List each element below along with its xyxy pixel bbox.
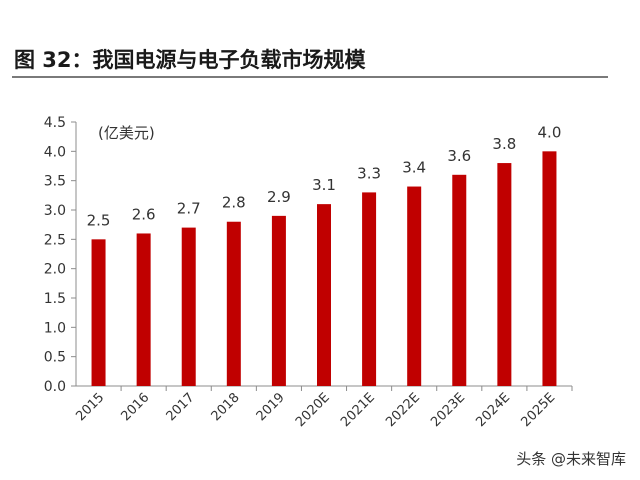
value-label: 3.3 — [357, 164, 381, 182]
x-tick-label: 2020E — [293, 390, 333, 430]
x-tick-label: 2023E — [428, 390, 468, 430]
figure-title: 图 32：我国电源与电子负载市场规模 — [14, 48, 366, 72]
x-axis-ticks: 2015 2016 2017 2018 2019 2020E 2021E 2022E 2023E… — [73, 386, 573, 430]
bar — [91, 239, 106, 386]
value-label: 2.9 — [267, 188, 291, 206]
bar — [317, 204, 331, 386]
value-label: 3.1 — [312, 176, 336, 194]
value-label: 2.6 — [132, 205, 156, 223]
y-tick-label: 2.0 — [44, 262, 66, 278]
x-tick-label: 2016 — [118, 390, 152, 424]
value-label: 3.8 — [492, 135, 516, 153]
x-tick-label: 2022E — [383, 390, 423, 430]
x-tick-label: 2015 — [73, 390, 107, 424]
value-label: 3.4 — [402, 159, 426, 177]
y-tick-label: 0.5 — [44, 350, 66, 366]
x-tick-label: 2019 — [254, 390, 288, 424]
value-label: 3.6 — [447, 147, 471, 165]
bar — [362, 192, 377, 386]
value-label: 4.0 — [538, 123, 562, 141]
bar — [407, 186, 422, 386]
value-label: 2.8 — [222, 194, 246, 212]
value-label: 2.5 — [87, 211, 111, 229]
value-label: 2.7 — [177, 200, 201, 218]
x-tick-label: 2018 — [209, 390, 243, 424]
bar — [497, 163, 512, 386]
y-tick-label: 1.0 — [44, 320, 66, 336]
x-tick-label: 2021E — [338, 390, 378, 430]
bar — [271, 215, 286, 386]
y-tick-label: 4.0 — [44, 144, 66, 160]
bars — [91, 151, 557, 386]
bar — [452, 174, 467, 386]
y-tick-label: 4.5 — [44, 115, 66, 131]
y-tick-label: 3.0 — [44, 203, 66, 219]
title-divider — [12, 76, 608, 78]
y-tick-label: 3.5 — [44, 174, 66, 190]
y-axis-ticks: 0.0 0.5 1.0 1.5 2.0 2.5 3.0 3.5 4.0 4.5 — [44, 115, 76, 395]
y-tick-label: 2.5 — [44, 232, 66, 248]
x-tick-label: 2024E — [473, 390, 513, 430]
value-labels: 2.5 2.6 2.7 2.8 2.9 3.1 3.3 3.4 3.6 3.8 4.0 — [87, 123, 562, 229]
y-tick-label: 1.5 — [44, 291, 66, 307]
watermark-text: 头条 @未来智库 — [516, 450, 626, 468]
bar — [542, 151, 557, 386]
x-tick-label: 2017 — [164, 390, 198, 424]
bar — [181, 227, 196, 386]
x-tick-label: 2025E — [518, 390, 558, 430]
y-tick-label: 0.0 — [44, 379, 66, 395]
bar — [226, 221, 241, 386]
bar — [136, 233, 151, 386]
y-axis-label: (亿美元) — [98, 124, 155, 142]
